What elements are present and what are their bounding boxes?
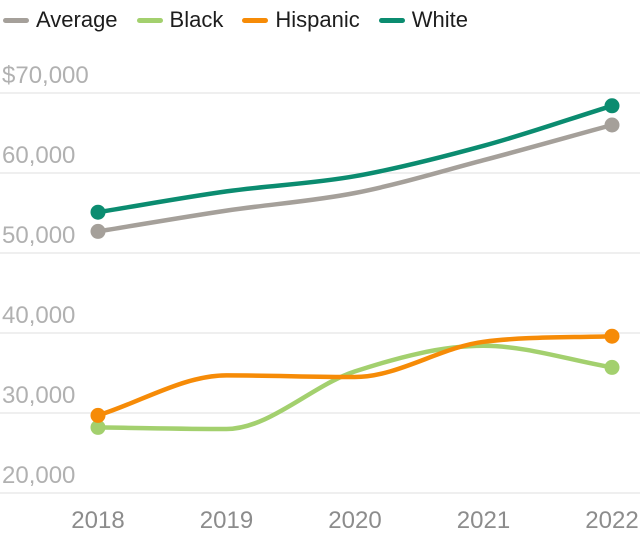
series-line-average [95,122,615,234]
y-axis-tick-label: 40,000 [2,302,75,329]
series-endpoint-dot-black [90,419,106,435]
x-axis-tick-label: 2019 [200,507,253,534]
y-axis-tick-label: 30,000 [2,382,75,409]
legend-item-label: Hispanic [275,7,360,32]
series-endpoint-dot-black [604,359,620,375]
legend-swatch-icon [378,17,405,23]
legend-item-label: White [411,7,468,32]
x-axis-tick-label: 2022 [585,507,638,534]
x-axis-tick-label: 2021 [457,507,510,534]
series-line-hispanic [95,333,615,418]
legend-item-black: Black [136,7,224,32]
legend-swatch-icon [3,17,29,23]
y-axis-tick-label: $70,000 [2,62,89,89]
legend-swatch-icon [242,17,269,23]
x-axis-tick-label: 2018 [71,507,124,534]
series-endpoint-dot-white [90,204,106,220]
series-endpoint-dot-hispanic [604,328,620,344]
legend-item-white: White [378,7,468,32]
legend-item-label: Average [36,7,118,32]
legend-swatch-icon [136,17,163,23]
series-endpoint-dot-average [90,223,106,239]
y-axis-tick-label: 50,000 [2,222,75,249]
y-axis-tick-label: 60,000 [2,142,75,169]
series-line-white [95,103,615,215]
series-endpoint-dot-white [604,98,620,114]
y-axis-tick-label: 20,000 [2,462,75,489]
series-endpoint-dot-average [604,117,620,133]
legend-item-hispanic: Hispanic [242,7,360,32]
series-endpoint-dot-hispanic [90,407,106,423]
series-line-black [95,343,615,432]
legend-item-label: Black [169,7,224,32]
legend-item-average: Average [3,9,118,31]
legend: Average Black Hispanic White [3,9,468,31]
x-axis-tick-label: 2020 [328,507,381,534]
